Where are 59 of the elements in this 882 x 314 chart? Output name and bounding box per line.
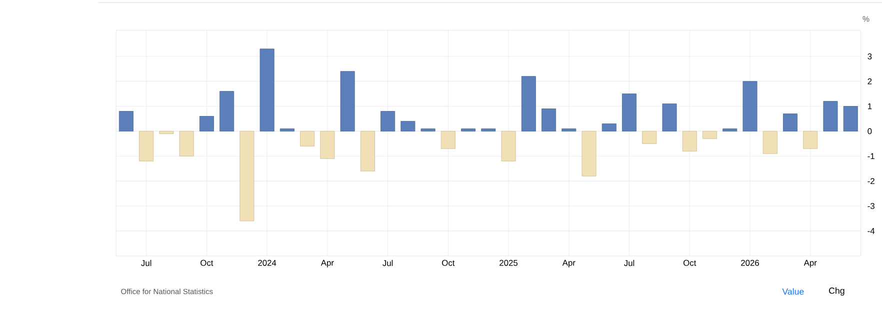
bar — [260, 48, 274, 132]
bar — [562, 128, 576, 132]
y-tick-label: -4 — [868, 228, 875, 234]
x-tick-label: Apr — [320, 260, 334, 268]
bar — [360, 131, 375, 172]
bar — [440, 131, 456, 150]
bar — [521, 76, 536, 132]
x-tick-label: Apr — [562, 260, 576, 268]
bar — [400, 121, 416, 132]
x-tick-label: Oct — [200, 260, 214, 266]
bar — [300, 131, 315, 147]
x-tick-label: 2024 — [258, 260, 276, 266]
bar — [199, 116, 214, 132]
bar — [702, 131, 718, 140]
bar — [118, 111, 134, 132]
y-tick-label: 2 — [868, 78, 872, 84]
bar — [501, 131, 516, 162]
y-tick-label: 0 — [868, 128, 872, 134]
text: Value — [782, 288, 804, 295]
x-tick-label: Jul — [382, 260, 393, 266]
bar — [340, 71, 355, 132]
y-tick-label: -2 — [868, 178, 874, 184]
x-tick-label: Oct — [442, 260, 455, 266]
bar — [823, 101, 838, 132]
bar — [159, 131, 174, 134]
bar — [602, 124, 616, 132]
bar — [722, 128, 738, 132]
bar — [682, 131, 697, 152]
x-tick-label: 2025 — [500, 260, 518, 266]
y-tick-label: 1 — [868, 104, 872, 110]
bar — [843, 106, 858, 132]
bar — [461, 128, 476, 132]
x-tick-label: Oct — [683, 260, 696, 266]
bar — [782, 114, 798, 132]
bar — [742, 81, 758, 132]
bar — [240, 131, 254, 222]
bar — [139, 131, 154, 162]
text: Chg — [829, 287, 844, 296]
bar — [481, 128, 496, 132]
bar — [542, 108, 556, 132]
x-tick-label: Jul — [624, 260, 634, 266]
bar — [179, 131, 194, 157]
x-tick-label: Apr — [804, 260, 817, 268]
bar — [582, 131, 596, 176]
bar — [662, 104, 677, 132]
x-tick-label: 2026 — [741, 260, 759, 266]
bar — [280, 128, 294, 132]
bar — [320, 131, 335, 160]
bar — [762, 131, 778, 154]
y-tick-label: -3 — [868, 203, 874, 210]
bar — [220, 91, 234, 132]
bar — [642, 131, 657, 144]
bar — [803, 131, 818, 150]
x-tick-label: Jul — [141, 260, 152, 266]
bar — [420, 128, 436, 132]
bar — [380, 111, 396, 132]
y-tick-label: 3 — [868, 54, 872, 60]
y-tick-label: -1 — [868, 153, 874, 160]
bar — [622, 94, 637, 132]
